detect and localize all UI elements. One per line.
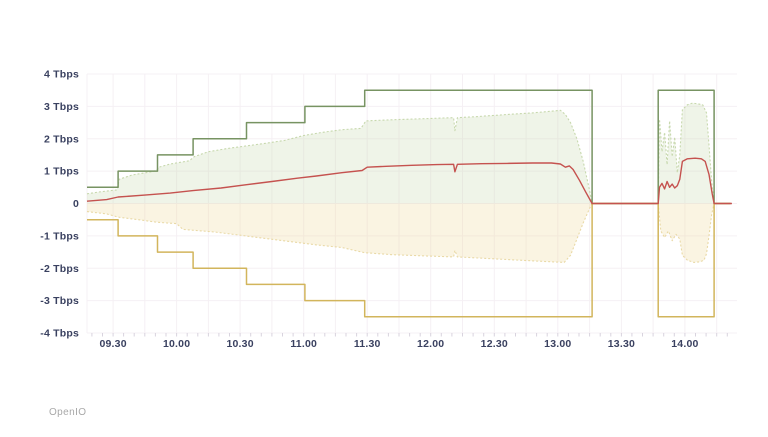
y-axis-label: 1 Tbps: [44, 166, 79, 178]
area-throughput-in: [87, 103, 723, 204]
x-axis-label: 12.30: [481, 338, 508, 350]
y-axis-label: -1 Tbps: [40, 230, 79, 242]
y-axis-label: 3 Tbps: [44, 101, 79, 113]
brand-openio: OpenIO: [49, 407, 87, 418]
y-axis-label: 4 Tbps: [44, 69, 79, 81]
x-axis-label: 11.00: [290, 338, 317, 350]
y-axis-label: -2 Tbps: [40, 263, 79, 275]
series-throughput-in: [86, 102, 723, 205]
area-throughput-out: [87, 203, 723, 263]
series-throughput-out: [86, 202, 723, 263]
series-link-capacity-in: [87, 89, 731, 205]
x-axis-label: 10.30: [226, 338, 253, 350]
x-axis-label: 09.30: [99, 338, 126, 350]
y-axis-label: 0: [73, 198, 79, 210]
y-axis-label: -3 Tbps: [40, 295, 79, 307]
x-axis-label: 12.00: [417, 338, 444, 350]
x-axis-label: 14.00: [671, 338, 698, 350]
series-link-capacity-out: [87, 202, 731, 318]
y-axis-label: 2 Tbps: [44, 133, 79, 145]
series-net-throughput: [86, 157, 732, 205]
x-axis-label: 10.00: [163, 338, 190, 350]
x-axis-label: 11.30: [354, 338, 381, 350]
x-axis-label: 13.30: [608, 338, 635, 350]
y-axis-label: -4 Tbps: [40, 328, 79, 340]
x-axis-label: 13.00: [544, 338, 571, 350]
